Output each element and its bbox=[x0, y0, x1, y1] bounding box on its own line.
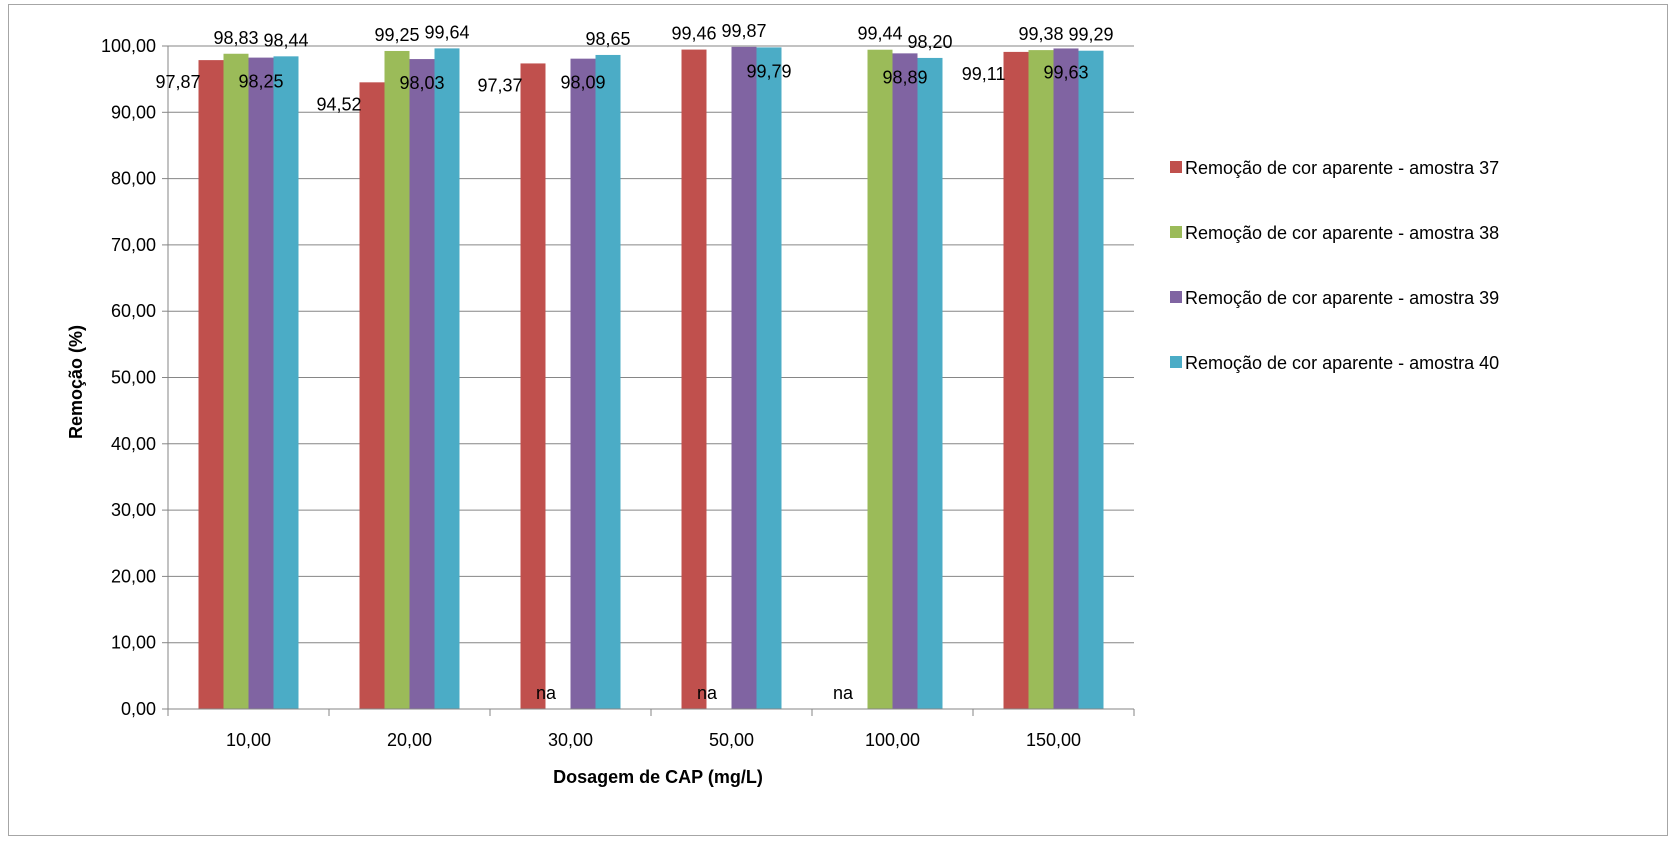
y-tick-label: 10,00 bbox=[111, 633, 156, 653]
data-label: na bbox=[833, 683, 854, 703]
data-label: 97,37 bbox=[477, 75, 522, 95]
x-tick-labels: 10,00 20,00 30,00 50,00 100,00 150,00 bbox=[226, 730, 1081, 750]
bar bbox=[359, 82, 385, 709]
bars bbox=[198, 46, 1104, 710]
legend-swatch bbox=[1170, 161, 1182, 173]
x-tick-label: 20,00 bbox=[387, 730, 432, 750]
x-axis-title: Dosagem de CAP (mg/L) bbox=[553, 767, 763, 787]
bar bbox=[731, 46, 757, 710]
bar bbox=[1053, 48, 1079, 709]
x-tick-label: 50,00 bbox=[709, 730, 754, 750]
legend-entry: Remoção de cor aparente - amostra 40 bbox=[1185, 353, 1499, 373]
data-label: 98,89 bbox=[882, 67, 927, 87]
x-tick-label: 10,00 bbox=[226, 730, 271, 750]
data-label: 99,87 bbox=[721, 21, 766, 41]
y-tick-label: 30,00 bbox=[111, 500, 156, 520]
y-tick-label: 100,00 bbox=[101, 36, 156, 56]
data-label: 94,52 bbox=[316, 94, 361, 114]
data-label: 99,29 bbox=[1068, 25, 1113, 45]
legend-entry: Remoção de cor aparente - amostra 37 bbox=[1185, 158, 1499, 178]
y-tick-label: 0,00 bbox=[121, 699, 156, 719]
x-tick-label: 100,00 bbox=[865, 730, 920, 750]
bar bbox=[198, 60, 224, 710]
y-tick-label: 20,00 bbox=[111, 566, 156, 586]
data-label: 98,65 bbox=[585, 29, 630, 49]
legend-entry: Remoção de cor aparente - amostra 39 bbox=[1185, 288, 1499, 308]
data-label: 97,87 bbox=[155, 72, 200, 92]
data-label: na bbox=[697, 683, 718, 703]
bar bbox=[681, 49, 707, 709]
y-tick-label: 80,00 bbox=[111, 169, 156, 189]
legend-swatch bbox=[1170, 226, 1182, 238]
y-tick-label: 40,00 bbox=[111, 434, 156, 454]
data-label: 99,46 bbox=[671, 24, 716, 44]
bar bbox=[409, 59, 435, 710]
bar bbox=[248, 57, 274, 710]
y-tick-label: 90,00 bbox=[111, 102, 156, 122]
data-label: 98,25 bbox=[238, 72, 283, 92]
bar bbox=[223, 53, 249, 710]
x-tick-label: 30,00 bbox=[548, 730, 593, 750]
bar bbox=[867, 49, 893, 710]
data-label: 98,20 bbox=[907, 32, 952, 52]
y-tick-labels: 0,00 10,00 20,00 30,00 40,00 50,00 60,00 70,00 8… bbox=[101, 36, 156, 719]
bar bbox=[434, 48, 460, 710]
data-label: 98,83 bbox=[213, 28, 258, 48]
y-tick-label: 50,00 bbox=[111, 368, 156, 388]
legend-swatch bbox=[1170, 356, 1182, 368]
data-label: 99,38 bbox=[1018, 24, 1063, 44]
data-label: 99,64 bbox=[424, 22, 469, 42]
x-tick-label: 150,00 bbox=[1026, 730, 1081, 750]
y-axis-title: Remoção (%) bbox=[66, 325, 86, 439]
bar bbox=[1003, 51, 1029, 710]
bar bbox=[756, 47, 782, 710]
y-tick-label: 70,00 bbox=[111, 235, 156, 255]
legend-swatch bbox=[1170, 291, 1182, 303]
data-label: 98,03 bbox=[399, 73, 444, 93]
legend-entry: Remoção de cor aparente - amostra 38 bbox=[1185, 223, 1499, 243]
bar bbox=[384, 50, 410, 710]
gridlines bbox=[162, 45, 1134, 710]
data-label: 99,25 bbox=[374, 25, 419, 45]
bar bbox=[570, 58, 596, 709]
data-labels: 97,87 94,52 97,37 99,46 na 99,11 98,83 99,25 na n… bbox=[155, 21, 1113, 703]
bar bbox=[1078, 50, 1104, 710]
bar bbox=[520, 63, 546, 710]
axes bbox=[167, 46, 1135, 716]
bar bbox=[1028, 50, 1054, 710]
data-label: 98,09 bbox=[560, 73, 605, 93]
data-label: 99,63 bbox=[1043, 62, 1088, 82]
data-label: 99,11 bbox=[962, 64, 1006, 84]
y-tick-label: 60,00 bbox=[111, 301, 156, 321]
bar bbox=[917, 57, 943, 709]
data-label: na bbox=[536, 683, 557, 703]
bar bbox=[892, 53, 918, 709]
data-label: 99,79 bbox=[746, 61, 791, 81]
bar bbox=[595, 54, 621, 709]
legend: Remoção de cor aparente - amostra 37 Remo… bbox=[1170, 158, 1499, 373]
bar bbox=[273, 56, 299, 710]
data-label: 98,44 bbox=[263, 30, 308, 50]
data-label: 99,44 bbox=[857, 24, 902, 44]
